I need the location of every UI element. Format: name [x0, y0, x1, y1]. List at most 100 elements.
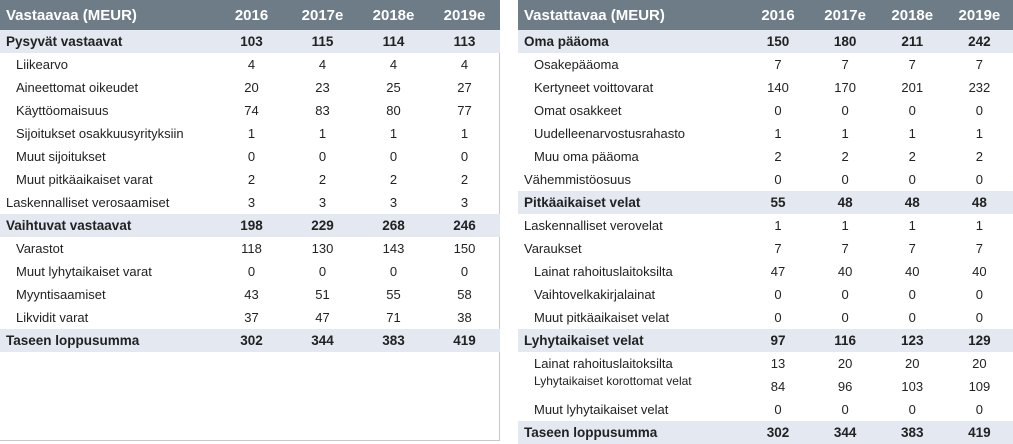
value-cell: 198: [240, 218, 263, 233]
value-cell: 0: [841, 103, 849, 118]
row-label: Lainat rahoituslaitoksilta: [534, 356, 673, 371]
liabilities-table: Vastattavaa (MEUR) 2016 2017e 2018e 2019…: [518, 0, 1013, 444]
year-header: 2016: [761, 6, 795, 24]
value-cell: 3: [318, 195, 327, 210]
value-cell: 419: [453, 333, 476, 348]
value-cell: 1: [318, 126, 327, 141]
value-cell: 48: [904, 195, 920, 210]
value-cell: 1: [841, 218, 849, 233]
value-cell: 211: [901, 34, 924, 49]
value-cell: 23: [315, 80, 330, 95]
row-label: Taseen loppusumma: [524, 425, 658, 440]
table-row: Muut lyhytaikaiset varat 0 0 0 0: [0, 260, 500, 283]
value-cell: 2: [841, 149, 849, 164]
table-row: Laskennalliset verosaamiset 3 3 3 3: [0, 191, 500, 214]
assets-title: Vastaavaa (MEUR): [6, 6, 137, 24]
table-row: Myyntisaamiset 43 51 55 58: [0, 283, 500, 306]
year-header: 2019e: [443, 6, 486, 24]
section-row: Pitkäaikaiset velat 55 48 48 48: [518, 191, 1013, 214]
value-cell: 4: [247, 57, 256, 72]
value-cell: 0: [841, 172, 849, 187]
row-label: Varaukset: [524, 241, 582, 256]
value-cell: 116: [834, 333, 857, 348]
row-label: Lainat rahoituslaitoksilta: [534, 264, 673, 279]
assets-header-row: Vastaavaa (MEUR) 2016 2017e 2018e 2019e: [0, 0, 500, 30]
value-cell: 0: [774, 172, 782, 187]
value-cell: 27: [457, 80, 472, 95]
value-cell: 0: [247, 264, 256, 279]
value-cell: 40: [905, 264, 920, 279]
value-cell: 48: [971, 195, 987, 210]
value-cell: 1: [774, 126, 782, 141]
value-cell: 344: [311, 333, 334, 348]
value-cell: 103: [240, 34, 263, 49]
row-label: Pysyvät vastaavat: [6, 34, 123, 49]
table-row: Käyttöomaisuus 74 83 80 77: [0, 99, 500, 122]
value-cell: 129: [968, 333, 991, 348]
section-row: Oma pääoma 150 180 211 242: [518, 30, 1013, 53]
value-cell: 118: [241, 241, 262, 256]
value-cell: 13: [770, 356, 786, 371]
value-cell: 4: [389, 57, 398, 72]
value-cell: 143: [382, 241, 405, 256]
value-cell: 0: [389, 149, 398, 164]
value-cell: 0: [841, 310, 849, 325]
value-cell: 246: [453, 218, 476, 233]
row-label: Kertyneet voittovarat: [534, 80, 654, 95]
value-cell: 0: [975, 402, 984, 417]
value-cell: 103: [901, 379, 924, 394]
value-cell: 0: [318, 264, 327, 279]
value-cell: 55: [770, 195, 786, 210]
table-row: Omat osakkeet 0 0 0 0: [518, 99, 1013, 122]
table-row: Laskennalliset verovelat 1 1 1 1: [518, 214, 1013, 237]
year-header: 2016: [234, 6, 269, 24]
value-cell: 0: [975, 310, 984, 325]
row-label: Likvidit varat: [16, 310, 89, 325]
value-cell: 150: [766, 34, 790, 49]
table-row: Lyhytaikaiset korottomat velat 84 96 103 109: [518, 375, 1013, 398]
total-row: Taseen loppusumma 302 344 383 419: [518, 421, 1013, 444]
row-label: Vähemmistöosuus: [524, 172, 631, 187]
value-cell: 242: [968, 34, 991, 49]
value-cell: 20: [972, 356, 987, 371]
value-cell: 123: [901, 333, 924, 348]
row-label: Liikearvo: [16, 57, 69, 72]
value-cell: 83: [315, 103, 330, 118]
value-cell: 344: [833, 425, 857, 440]
value-cell: 229: [311, 218, 334, 233]
value-cell: 232: [968, 80, 991, 95]
value-cell: 51: [315, 287, 330, 302]
value-cell: 74: [244, 103, 259, 118]
value-cell: 113: [453, 34, 476, 49]
table-row: Vähemmistöosuus 0 0 0 0: [518, 168, 1013, 191]
value-cell: 7: [908, 57, 916, 72]
value-cell: 4: [318, 57, 327, 72]
value-cell: 43: [244, 287, 259, 302]
row-label: Myyntisaamiset: [16, 287, 106, 302]
value-cell: 97: [770, 333, 786, 348]
row-label: Osakepääoma: [534, 57, 619, 72]
value-cell: 0: [389, 264, 398, 279]
liabilities-table-body: Oma pääoma 150 180 211 242 Osakepääoma 7 7 7 7 Ker…: [518, 30, 1013, 444]
value-cell: 0: [774, 310, 782, 325]
row-label: Muut lyhytaikaiset varat: [16, 264, 152, 279]
value-cell: 0: [975, 103, 984, 118]
value-cell: 268: [382, 218, 405, 233]
assets-table-body: Pysyvät vastaavat 103 115 114 113 Liikearvo 4 4…: [0, 30, 500, 352]
row-label: Muut sijoitukset: [16, 149, 106, 164]
value-cell: 0: [975, 287, 984, 302]
row-label: Aineettomat oikeudet: [16, 80, 139, 95]
value-cell: 1: [908, 218, 916, 233]
row-label: Omat osakkeet: [534, 103, 622, 118]
value-cell: 40: [972, 264, 987, 279]
value-cell: 0: [841, 402, 849, 417]
value-cell: 0: [908, 310, 916, 325]
value-cell: 55: [386, 287, 401, 302]
value-cell: 4: [460, 57, 469, 72]
row-label: Muut lyhytaikaiset velat: [534, 402, 669, 417]
row-label: Muut pitkäaikaiset varat: [16, 172, 153, 187]
value-cell: 1: [460, 126, 469, 141]
year-header: 2017e: [301, 6, 344, 24]
value-cell: 2: [774, 149, 782, 164]
value-cell: 20: [905, 356, 920, 371]
